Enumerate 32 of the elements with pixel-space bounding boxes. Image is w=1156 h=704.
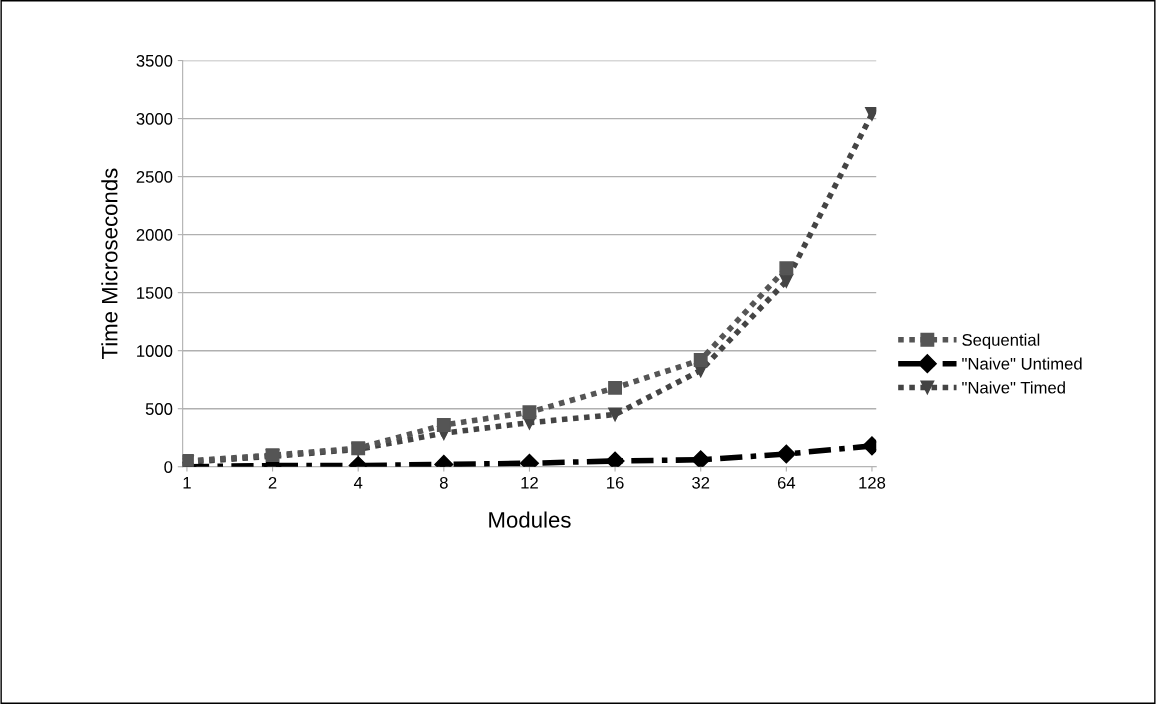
point	[693, 353, 708, 367]
x-axis-title: Modules	[489, 511, 571, 528]
y-tick-label: 3500	[136, 54, 173, 67]
x-tick-label: 64	[777, 476, 796, 489]
legend-label: Sequential	[962, 333, 1040, 350]
y-tick-label: 2000	[136, 229, 173, 241]
point	[776, 444, 796, 464]
y-tick-label: 500	[145, 403, 173, 415]
legend-label: "Naive" Timed	[962, 381, 1065, 394]
point	[605, 451, 625, 467]
point	[522, 405, 537, 420]
y-tick-label: 2500	[136, 171, 173, 183]
x-tick-label: 8	[439, 476, 448, 489]
y-tick-label: 1500	[137, 287, 173, 299]
x-tick-label: 4	[353, 477, 363, 489]
y-tick-label: 3000	[136, 112, 173, 125]
point	[779, 261, 794, 276]
point	[608, 407, 623, 422]
point	[436, 418, 451, 432]
x-tick-label: 32	[692, 476, 710, 489]
x-tick-label: 128	[859, 476, 886, 489]
x-tick-label: 2	[268, 476, 277, 489]
x-tick-label: 12	[521, 476, 538, 489]
point	[608, 380, 623, 395]
point	[779, 274, 794, 289]
point	[691, 450, 711, 467]
y-tick-label: 0	[164, 461, 173, 473]
x-tick-label: 16	[607, 476, 624, 489]
x-tick-label: 1	[183, 477, 191, 489]
legend-label: "Naive" Untimed	[962, 357, 1082, 370]
y-tick-label: 1000	[137, 345, 173, 357]
y-axis-title: Time Microseconds	[101, 168, 118, 360]
